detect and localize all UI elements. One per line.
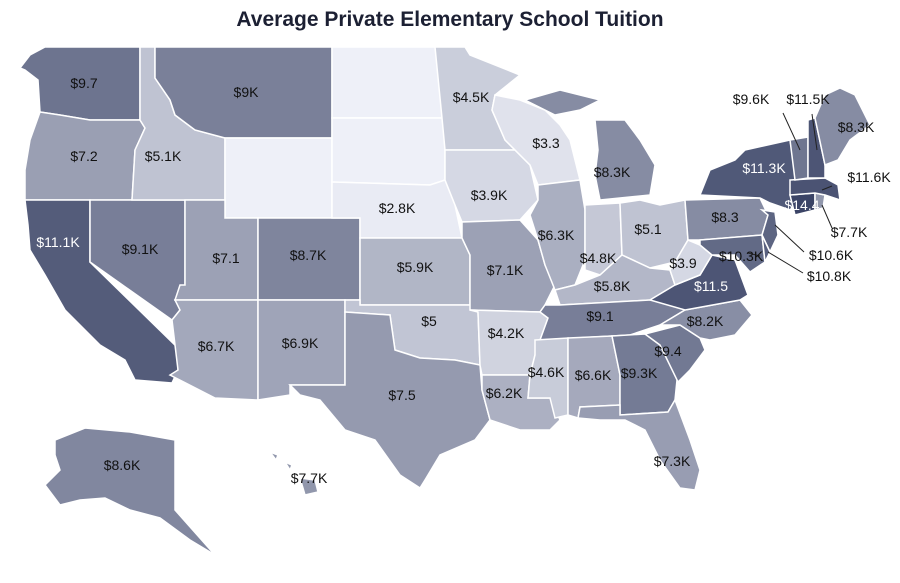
state-label-nv: $9.1K	[122, 241, 159, 257]
state-nd	[331, 46, 443, 119]
state-label-sc: $9.4	[654, 343, 681, 359]
state-ca	[24, 199, 181, 384]
state-de	[761, 234, 771, 265]
state-label-or: $7.2	[70, 148, 97, 164]
leader-line-nj	[774, 224, 805, 253]
state-value-labels: $9.7 $7.2 $11.1K $9.1K $5.1K $9K $7.1 $8.7K $6.7…	[36, 75, 891, 486]
state-label-md: $10.3K	[719, 248, 764, 264]
state-fl	[577, 398, 701, 491]
state-label-wi: $3.3	[532, 135, 559, 151]
state-label-pa: $8.3	[711, 209, 738, 225]
label-leader-lines	[747, 112, 833, 274]
state-label-vt: $9.6K	[733, 91, 770, 107]
state-label-de: $10.8K	[807, 268, 852, 284]
state-label-va: $11.5	[694, 278, 728, 294]
state-wy	[224, 137, 333, 219]
state-label-tx: $7.5	[388, 387, 415, 403]
state-label-ms: $4.6K	[528, 364, 565, 380]
state-label-il: $6.3K	[538, 227, 575, 243]
state-label-ia: $3.9K	[471, 187, 508, 203]
state-label-tn: $9.1	[586, 308, 613, 324]
state-ia	[444, 149, 539, 223]
state-label-nc: $8.2K	[687, 313, 724, 329]
leader-line-vt	[782, 112, 801, 151]
state-label-ut: $7.1	[212, 250, 239, 266]
state-label-in: $4.8K	[580, 250, 617, 266]
state-label-ca: $11.1K	[36, 234, 80, 250]
state-label-ny: $11.3K	[742, 160, 786, 176]
state-label-mi: $8.3K	[594, 164, 631, 180]
state-label-id: $5.1K	[145, 148, 182, 164]
state-label-ok: $5	[421, 313, 437, 329]
state-label-ne: $2.8K	[379, 200, 416, 216]
leader-line-ma	[821, 185, 833, 191]
state-tx	[288, 311, 491, 490]
state-label-wv: $3.9	[669, 255, 696, 271]
state-label-mt: $9K	[234, 84, 260, 100]
state-shapes	[18, 46, 871, 556]
state-wv	[669, 239, 713, 286]
state-label-ky: $5.8K	[594, 278, 631, 294]
state-label-ct: $14.4	[784, 197, 819, 213]
leader-line-ri	[821, 204, 833, 229]
state-label-ks: $5.9K	[397, 259, 434, 275]
state-label-la: $6.2K	[486, 385, 523, 401]
state-label-ak: $8.6K	[104, 457, 141, 473]
state-label-ga: $9.3K	[621, 365, 658, 381]
state-hi	[267, 450, 319, 496]
state-label-hi: $7.7K	[291, 470, 328, 486]
state-label-oh: $5.1	[634, 221, 661, 237]
leader-line-de	[767, 251, 804, 274]
state-label-mo: $7.1K	[487, 262, 524, 278]
state-label-ri: $7.7K	[831, 224, 868, 240]
state-mi	[522, 89, 656, 201]
state-label-co: $8.7K	[290, 247, 327, 263]
state-ma	[789, 177, 841, 202]
state-label-nh: $11.5K	[786, 91, 830, 107]
state-label-ar: $4.2K	[488, 325, 525, 341]
state-label-mn: $4.5K	[453, 89, 490, 105]
state-ak	[44, 427, 216, 556]
leader-line-md	[747, 252, 761, 257]
state-label-ma: $11.6K	[847, 169, 891, 185]
state-label-nm: $6.9K	[282, 335, 319, 351]
map-title: Average Private Elementary School Tuitio…	[236, 8, 664, 31]
leader-line-nh	[811, 113, 818, 151]
state-sd	[331, 117, 446, 186]
state-label-me: $8.3K	[838, 119, 875, 135]
state-me	[814, 87, 871, 167]
state-label-fl: $7.3K	[654, 453, 691, 469]
state-label-wa: $9.7	[70, 75, 97, 91]
state-label-nj: $10.6K	[809, 247, 854, 263]
state-label-al: $6.6K	[575, 367, 612, 383]
state-label-az: $6.7K	[198, 338, 235, 354]
